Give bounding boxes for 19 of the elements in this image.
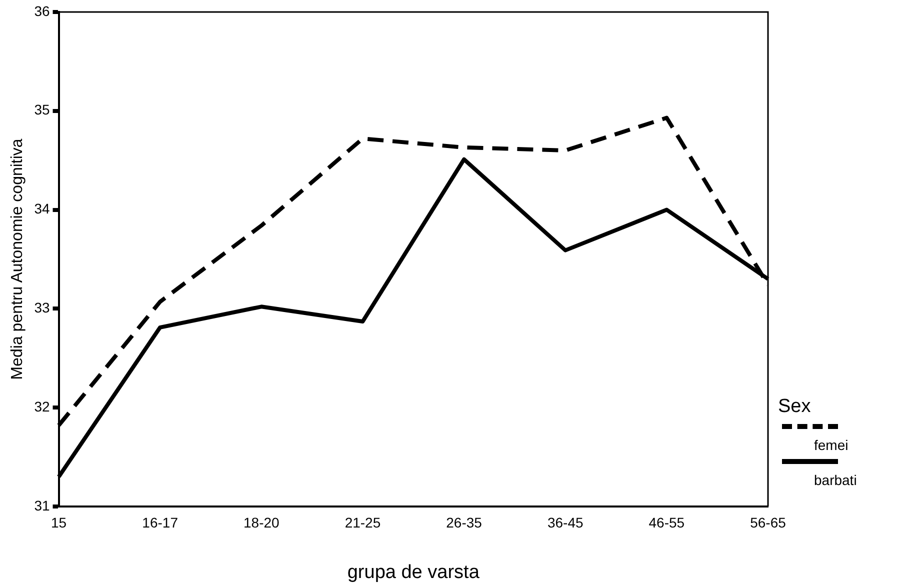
y-tick-label: 33 (34, 300, 50, 316)
x-axis-title: grupa de varsta (347, 562, 480, 583)
y-tick-label: 36 (34, 2, 50, 19)
y-axis-title: Media pentru Autonomie cognitiva (9, 138, 26, 380)
x-tick-label: 15 (50, 514, 67, 531)
legend-title: Sex (778, 396, 812, 418)
y-tick-label: 32 (34, 398, 50, 414)
y-tick-label: 31 (34, 497, 50, 514)
x-tick-label: 56-65 (750, 514, 786, 531)
x-tick-label: 26-35 (446, 514, 482, 531)
x-tick-label: 21-25 (344, 514, 381, 531)
x-tick-label: 46-55 (648, 514, 685, 531)
x-tick-label: 16-17 (142, 514, 178, 531)
y-tick-label: 35 (34, 102, 50, 118)
legend-label: femei (814, 437, 850, 453)
y-tick-label: 34 (34, 200, 50, 217)
legend-label: barbati (814, 472, 857, 488)
x-tick-label: 18-20 (244, 514, 280, 531)
x-tick-label: 36-45 (547, 514, 584, 531)
